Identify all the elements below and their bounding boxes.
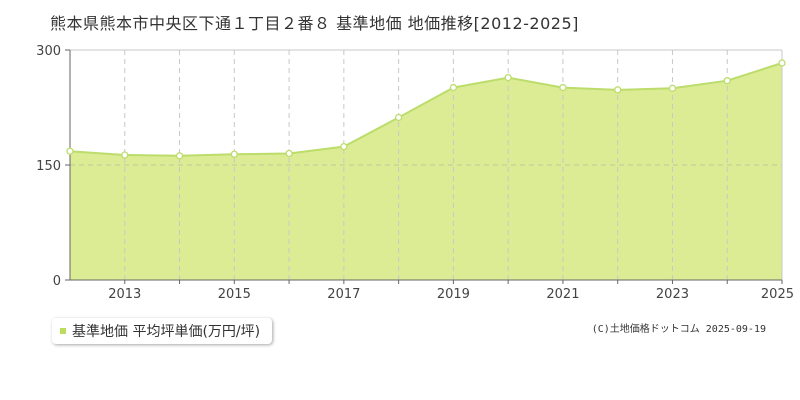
data-point: [668, 84, 677, 92]
chart-title: 熊本県熊本市中央区下通１丁目２番８ 基準地価 地価推移[2012-2025]: [50, 14, 579, 33]
x-tick-label: 2015: [218, 287, 251, 302]
legend-label: 基準地価 平均坪単価(万円/坪): [72, 324, 261, 340]
data-point: [614, 86, 622, 94]
y-tick-label: 0: [53, 274, 61, 289]
area-fill: [70, 63, 782, 280]
y-tick-label: 300: [36, 44, 61, 59]
x-tick-label: 2017: [327, 287, 360, 302]
x-tick-label: 2025: [761, 287, 794, 302]
data-point: [559, 83, 567, 92]
x-tick-label: 2023: [656, 287, 689, 302]
legend-swatch: [60, 328, 66, 334]
data-point: [66, 147, 74, 155]
data-point: [778, 59, 786, 67]
data-point: [340, 142, 348, 151]
legend[interactable]: 基準地価 平均坪単価(万円/坪): [52, 318, 273, 344]
x-tick-label: 2019: [437, 287, 470, 302]
data-point: [394, 113, 403, 122]
x-tick-label: 2013: [108, 287, 141, 302]
data-point: [121, 151, 129, 159]
credit: (C)土地価格ドットコム 2025-09-19: [591, 324, 766, 335]
data-point: [449, 83, 458, 92]
data-point: [285, 149, 293, 158]
y-tick-label: 150: [36, 159, 61, 174]
series-line: [69, 62, 783, 157]
data-point: [723, 77, 731, 85]
data-point: [504, 73, 512, 82]
data-point: [230, 150, 238, 158]
x-tick-label: 2021: [546, 287, 579, 302]
data-point: [175, 152, 184, 160]
